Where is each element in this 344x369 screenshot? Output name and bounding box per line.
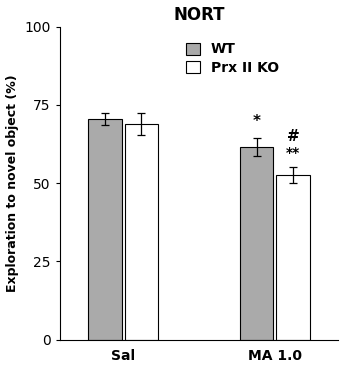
Title: NORT: NORT: [173, 6, 225, 24]
Text: *: *: [252, 114, 261, 129]
Bar: [240, 147, 273, 340]
Bar: [88, 119, 122, 340]
Y-axis label: Exploration to novel object (%): Exploration to novel object (%): [6, 74, 19, 292]
Text: **: **: [286, 146, 300, 160]
Legend: WT, Prx II KO: WT, Prx II KO: [183, 40, 282, 77]
Text: #: #: [287, 129, 299, 144]
Bar: [276, 175, 310, 340]
Bar: [125, 124, 158, 340]
